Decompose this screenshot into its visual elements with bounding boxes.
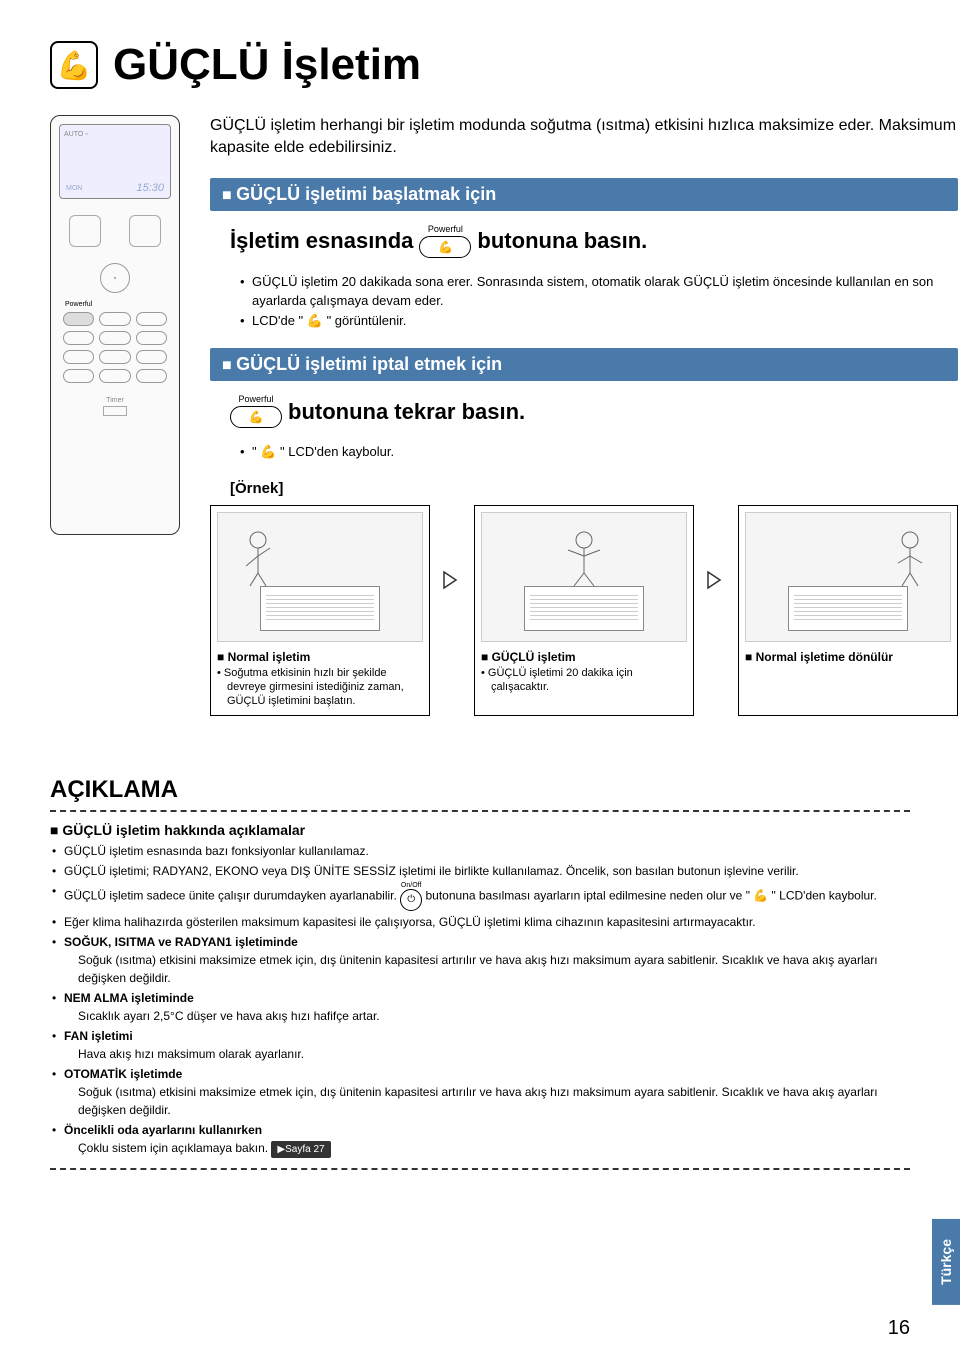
example-panel-1: Normal işletim Soğutma etkisinin hızlı b… — [210, 505, 430, 716]
remote-button-sm — [136, 350, 167, 364]
start-instruction: İşletim esnasında Powerful 💪 butonuna ba… — [230, 225, 958, 258]
remote-button-sm — [99, 312, 130, 326]
cancel-bullets: " 💪 " LCD'den kaybolur. — [240, 442, 958, 462]
remote-button-sm — [63, 331, 94, 345]
explanation-section: AÇIKLAMA GÜÇLÜ işletim hakkında açıklama… — [50, 776, 910, 1170]
page-number: 16 — [888, 1317, 910, 1340]
remote-button-sm — [99, 369, 130, 383]
example-panel-desc: Soğutma etkisinin hızlı bir şekilde devr… — [217, 666, 423, 709]
onoff-label: On/Off — [400, 882, 422, 889]
arrow-icon — [704, 505, 728, 716]
example-panel-2: GÜÇLÜ işletim GÜÇLÜ işletimi 20 dakika i… — [474, 505, 694, 716]
remote-lcd: AUTO ▫ MON 15:30 — [59, 124, 171, 199]
remote-illustration: AUTO ▫ MON 15:30 ◦ Powerful — [50, 115, 180, 535]
example-panel-title: Normal işletime dönülür — [745, 650, 951, 664]
remote-button-sm — [136, 369, 167, 383]
example-row: Normal işletim Soğutma etkisinin hızlı b… — [210, 505, 958, 716]
example-panel-title: Normal işletim — [217, 650, 423, 664]
cancel-instruction: Powerful 💪 butonuna tekrar basın. — [230, 395, 958, 428]
remote-dpad: ◦ — [100, 263, 130, 293]
example-panel-3: Normal işletime dönülür — [738, 505, 958, 716]
remote-button-sm — [63, 350, 94, 364]
page-title-row: 💪 GÜÇLÜ İşletim — [50, 40, 910, 90]
start-section-bar: GÜÇLÜ işletimi başlatmak için — [210, 178, 958, 211]
intro-text: GÜÇLÜ işletim herhangi bir işletim modun… — [210, 115, 958, 160]
cancel-section-bar: GÜÇLÜ işletimi iptal etmek için — [210, 348, 958, 381]
remote-timer-label: Timer — [59, 397, 171, 416]
remote-button — [129, 215, 161, 247]
divider — [50, 1168, 910, 1170]
explanation-list: GÜÇLÜ işletim esnasında bazı fonksiyonla… — [50, 842, 910, 1158]
remote-button-sm — [136, 331, 167, 345]
remote-powerful-button — [63, 312, 94, 326]
powerful-icon: 💪 — [50, 41, 98, 89]
divider — [50, 810, 910, 812]
powerful-button-icon: Powerful 💪 — [419, 225, 471, 258]
explanation-title: AÇIKLAMA — [50, 776, 910, 804]
remote-button-sm — [99, 331, 130, 345]
example-illustration — [745, 512, 951, 642]
start-bullets: GÜÇLÜ işletim 20 dakikada sona erer. Son… — [240, 272, 958, 331]
example-illustration — [217, 512, 423, 642]
explanation-subtitle: GÜÇLÜ işletim hakkında açıklamalar — [50, 822, 910, 838]
power-icon: ⏻ — [400, 889, 422, 911]
remote-button-sm — [136, 312, 167, 326]
language-tab: Türkçe — [932, 1219, 960, 1305]
page-title: GÜÇLÜ İşletim — [113, 40, 421, 90]
remote-button-sm — [63, 369, 94, 383]
powerful-button-icon: Powerful 💪 — [230, 395, 282, 428]
remote-button — [69, 215, 101, 247]
arrow-icon — [440, 505, 464, 716]
example-panel-title: GÜÇLÜ işletim — [481, 650, 687, 664]
remote-powerful-label: Powerful — [59, 301, 171, 308]
example-label: [Örnek] — [230, 480, 958, 497]
page-ref-badge: ▶Sayfa 27 — [271, 1141, 330, 1158]
example-illustration — [481, 512, 687, 642]
example-panel-desc: GÜÇLÜ işletimi 20 dakika için çalışacakt… — [481, 666, 687, 695]
remote-button-sm — [99, 350, 130, 364]
